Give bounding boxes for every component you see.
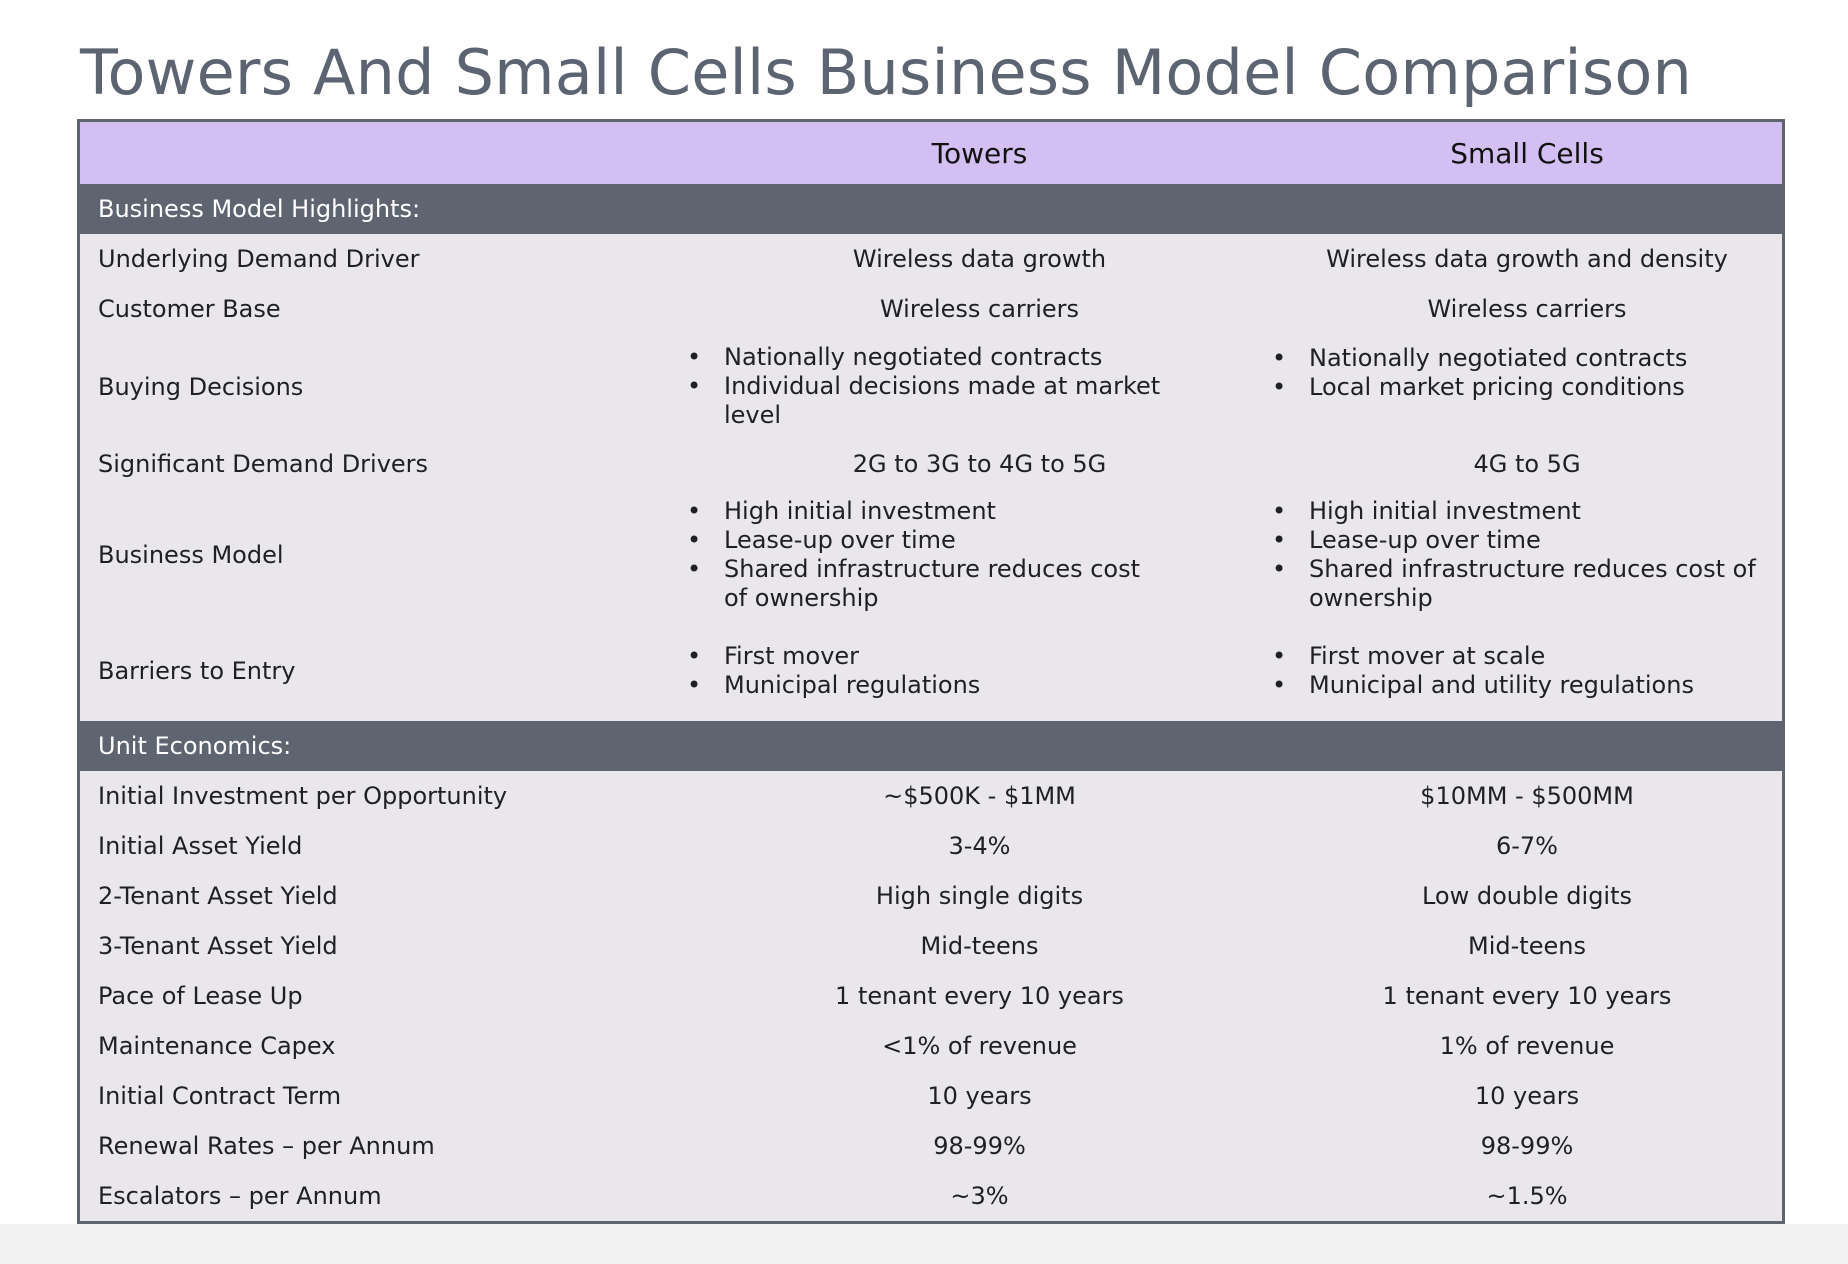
towers-cell: Wireless carriers xyxy=(879,295,1080,323)
list-item: High initial investment xyxy=(687,497,1167,526)
row-label: Initial Asset Yield xyxy=(98,832,303,860)
section-heading-unit-economics: Unit Economics: xyxy=(80,721,1782,771)
small-cells-cell: 10 years xyxy=(1474,1082,1580,1110)
list-item: Local market pricing conditions xyxy=(1272,373,1762,402)
small-cells-cell: 4G to 5G xyxy=(1473,450,1581,478)
towers-cell: First mover Municipal regulations xyxy=(687,642,1272,700)
bullet-list: Nationally negotiated contracts Individu… xyxy=(687,343,1167,430)
table-header-row: Towers Small Cells xyxy=(80,122,1782,184)
table-row: Underlying Demand Driver Wireless data g… xyxy=(80,234,1782,284)
table-row: Barriers to Entry First mover Municipal … xyxy=(80,621,1782,721)
towers-cell: High single digits xyxy=(875,882,1084,910)
row-label: Initial Contract Term xyxy=(98,1082,342,1110)
small-cells-cell: First mover at scale Municipal and utili… xyxy=(1272,642,1782,700)
list-item: Municipal regulations xyxy=(687,671,1167,700)
bottom-band xyxy=(0,1224,1848,1264)
row-label: 2-Tenant Asset Yield xyxy=(98,882,338,910)
table-row: Escalators – per Annum ~3% ~1.5% xyxy=(80,1171,1782,1221)
small-cells-cell: 98-99% xyxy=(1480,1132,1574,1160)
section-heading-highlights: Business Model Highlights: xyxy=(80,184,1782,234)
towers-cell: Mid-teens xyxy=(920,932,1039,960)
small-cells-cell: Wireless carriers xyxy=(1427,295,1627,323)
row-label: Maintenance Capex xyxy=(98,1032,336,1060)
row-label: Barriers to Entry xyxy=(98,657,296,685)
list-item: High initial investment xyxy=(1272,497,1762,526)
list-item: Shared infrastructure reduces cost of ow… xyxy=(687,555,1167,613)
list-item: Municipal and utility regulations xyxy=(1272,671,1762,700)
row-label: Customer Base xyxy=(98,295,281,323)
table-row: Maintenance Capex <1% of revenue 1% of r… xyxy=(80,1021,1782,1071)
row-label: Pace of Lease Up xyxy=(98,982,303,1010)
towers-cell: 3-4% xyxy=(948,832,1011,860)
row-label: Business Model xyxy=(98,541,284,569)
table-row: Initial Contract Term 10 years 10 years xyxy=(80,1071,1782,1121)
towers-cell: Wireless data growth xyxy=(852,245,1107,273)
table-row: 2-Tenant Asset Yield High single digits … xyxy=(80,871,1782,921)
comparison-table: Towers Small Cells Business Model Highli… xyxy=(77,119,1785,1224)
small-cells-cell: ~1.5% xyxy=(1486,1182,1568,1210)
towers-cell: Nationally negotiated contracts Individu… xyxy=(687,343,1272,430)
list-item: Individual decisions made at market leve… xyxy=(687,372,1167,430)
bullet-list: First mover Municipal regulations xyxy=(687,642,1167,700)
small-cells-cell: 1% of revenue xyxy=(1439,1032,1615,1060)
table-row: Pace of Lease Up 1 tenant every 10 years… xyxy=(80,971,1782,1021)
bullet-list: First mover at scale Municipal and utili… xyxy=(1272,642,1762,700)
table-row: Initial Investment per Opportunity ~$500… xyxy=(80,771,1782,821)
small-cells-cell: Mid-teens xyxy=(1468,932,1586,960)
page-title: Towers And Small Cells Business Model Co… xyxy=(80,36,1692,109)
list-item: Nationally negotiated contracts xyxy=(687,343,1167,372)
towers-cell: High initial investment Lease-up over ti… xyxy=(687,497,1272,613)
table-row: Business Model High initial investment L… xyxy=(80,489,1782,621)
header-cell-towers: Towers xyxy=(931,136,1028,170)
towers-cell: 2G to 3G to 4G to 5G xyxy=(852,450,1107,478)
table-row: Initial Asset Yield 3-4% 6-7% xyxy=(80,821,1782,871)
list-item: First mover at scale xyxy=(1272,642,1762,671)
small-cells-cell: 6-7% xyxy=(1495,832,1558,860)
list-item: Nationally negotiated contracts xyxy=(1272,344,1762,373)
towers-cell: 1 tenant every 10 years xyxy=(835,982,1124,1010)
towers-cell: <1% of revenue xyxy=(882,1032,1077,1060)
table-row: Renewal Rates – per Annum 98-99% 98-99% xyxy=(80,1121,1782,1171)
small-cells-cell: Nationally negotiated contracts Local ma… xyxy=(1272,334,1782,402)
row-label: Renewal Rates – per Annum xyxy=(98,1132,435,1160)
table-row: 3-Tenant Asset Yield Mid-teens Mid-teens xyxy=(80,921,1782,971)
row-label: Initial Investment per Opportunity xyxy=(98,782,508,810)
list-item: Lease-up over time xyxy=(687,526,1167,555)
towers-cell: 10 years xyxy=(927,1082,1032,1110)
table-row: Buying Decisions Nationally negotiated c… xyxy=(80,334,1782,439)
towers-cell: 98-99% xyxy=(933,1132,1026,1160)
row-label: Escalators – per Annum xyxy=(98,1182,382,1210)
bullet-list: Nationally negotiated contracts Local ma… xyxy=(1272,344,1762,402)
bullet-list: High initial investment Lease-up over ti… xyxy=(1272,497,1762,613)
small-cells-cell: 1 tenant every 10 years xyxy=(1382,982,1672,1010)
small-cells-cell: $10MM - $500MM xyxy=(1420,782,1634,810)
towers-cell: ~3% xyxy=(950,1182,1009,1210)
bullet-list: High initial investment Lease-up over ti… xyxy=(687,497,1167,613)
towers-cell: ~$500K - $1MM xyxy=(883,782,1076,810)
list-item: First mover xyxy=(687,642,1167,671)
row-label: 3-Tenant Asset Yield xyxy=(98,932,338,960)
row-label: Significant Demand Drivers xyxy=(98,450,429,478)
header-cell-small-cells: Small Cells xyxy=(1450,136,1604,170)
small-cells-cell: High initial investment Lease-up over ti… xyxy=(1272,497,1782,613)
table-row: Customer Base Wireless carriers Wireless… xyxy=(80,284,1782,334)
list-item: Lease-up over time xyxy=(1272,526,1762,555)
small-cells-cell: Low double digits xyxy=(1421,882,1633,910)
row-label: Buying Decisions xyxy=(98,372,304,401)
list-item: Shared infrastructure reduces cost of ow… xyxy=(1272,555,1762,613)
small-cells-cell: Wireless data growth and density xyxy=(1326,245,1728,273)
row-label: Underlying Demand Driver xyxy=(98,245,420,273)
table-row: Significant Demand Drivers 2G to 3G to 4… xyxy=(80,439,1782,489)
